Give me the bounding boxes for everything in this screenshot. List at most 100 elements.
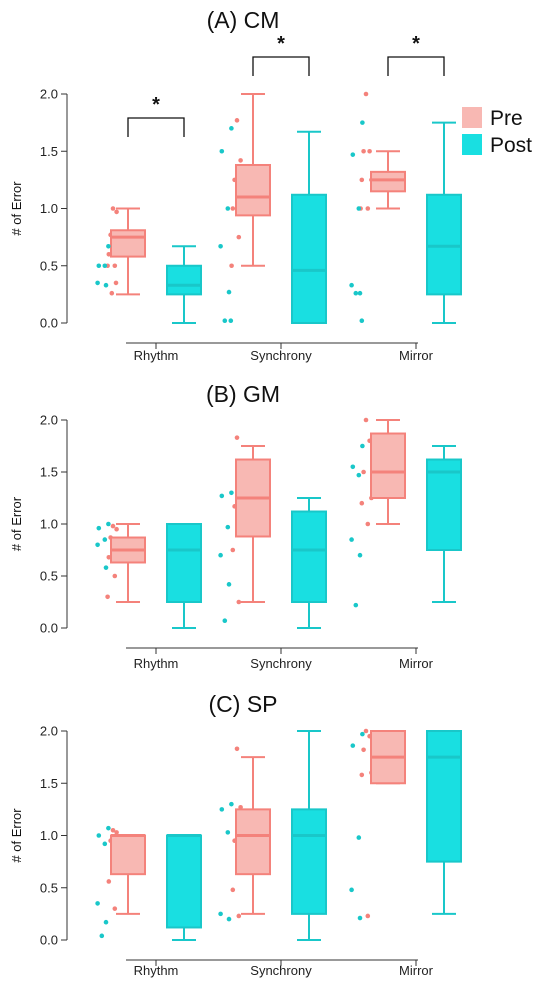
data-point-post xyxy=(103,565,109,570)
y-tick-label: 1.0 xyxy=(40,517,58,532)
data-point-pre xyxy=(110,206,116,211)
data-point-pre xyxy=(230,887,236,893)
y-tick-label: 0.0 xyxy=(40,316,58,331)
data-point-pre xyxy=(230,206,236,211)
data-point-post xyxy=(103,919,109,925)
data-point-pre xyxy=(367,148,372,154)
data-point-pre xyxy=(361,747,366,753)
data-point-post xyxy=(106,243,111,249)
significance-bracket xyxy=(252,56,310,76)
y-tick-label: 2.0 xyxy=(40,724,58,739)
data-point-post xyxy=(102,841,108,847)
category-label: Rhythm xyxy=(134,963,179,978)
y-axis-label: # of Error xyxy=(9,496,24,551)
data-point-post xyxy=(222,618,228,624)
panel-title: (C) SP xyxy=(209,691,278,717)
data-point-pre xyxy=(113,280,119,286)
data-point-pre xyxy=(234,746,240,752)
y-tick-label: 2.0 xyxy=(40,87,58,102)
panel-title: (A) CM xyxy=(207,7,280,33)
data-point-pre xyxy=(234,435,240,440)
data-point-pre xyxy=(106,252,112,257)
data-point-pre xyxy=(365,206,371,211)
significance-star: * xyxy=(152,94,160,116)
data-point-pre xyxy=(110,523,116,529)
data-point-pre xyxy=(365,913,371,919)
y-tick-label: 1.0 xyxy=(40,201,58,216)
category-label: Mirror xyxy=(399,963,434,978)
y-tick-label: 0.0 xyxy=(40,933,58,948)
data-point-pre xyxy=(106,554,112,560)
box-post xyxy=(166,523,202,603)
y-tick-label: 1.5 xyxy=(40,465,58,480)
data-point-post xyxy=(360,731,365,737)
data-point-pre xyxy=(236,599,242,605)
data-point-post xyxy=(96,833,102,838)
data-point-post xyxy=(226,916,232,922)
data-point-post xyxy=(349,537,354,542)
data-point-post xyxy=(106,521,111,527)
data-point-post xyxy=(350,743,356,748)
y-tick-label: 1.5 xyxy=(40,776,58,791)
data-point-post xyxy=(102,537,108,542)
box-post xyxy=(291,193,327,324)
significance-bracket xyxy=(127,117,185,137)
legend-label: Post xyxy=(490,134,532,157)
data-point-pre xyxy=(112,906,118,911)
legend-label: Pre xyxy=(490,107,523,130)
box-post xyxy=(166,834,202,929)
box-post xyxy=(166,264,202,296)
data-point-post xyxy=(356,206,362,211)
category-label: Mirror xyxy=(399,348,434,363)
data-point-post xyxy=(353,602,359,608)
data-point-post xyxy=(96,525,102,531)
data-point-pre xyxy=(114,526,119,532)
data-point-post xyxy=(218,911,223,917)
data-point-pre xyxy=(112,263,118,269)
data-point-post xyxy=(357,552,363,558)
box-pre xyxy=(110,834,146,876)
box-post xyxy=(426,730,462,863)
data-point-post xyxy=(357,290,363,296)
y-tick-label: 0.5 xyxy=(40,880,58,895)
data-point-post xyxy=(95,280,100,286)
data-point-post xyxy=(356,472,362,478)
data-point-post xyxy=(349,282,354,288)
data-point-pre xyxy=(109,290,115,296)
y-tick-label: 1.5 xyxy=(40,144,58,159)
data-point-pre xyxy=(359,500,365,506)
data-point-pre xyxy=(229,263,234,269)
y-tick-label: 0.0 xyxy=(40,621,58,636)
category-label: Rhythm xyxy=(134,348,179,363)
category-label: Synchrony xyxy=(250,348,312,363)
data-point-post xyxy=(99,933,105,939)
data-point-post xyxy=(229,801,234,807)
data-point-pre xyxy=(363,91,369,97)
data-point-pre xyxy=(236,913,242,919)
data-point-pre xyxy=(236,234,242,240)
data-point-pre xyxy=(363,417,369,423)
data-point-post xyxy=(95,542,100,548)
data-point-post xyxy=(226,582,232,587)
data-point-pre xyxy=(361,148,366,154)
data-point-post xyxy=(356,835,362,840)
data-point-post xyxy=(218,552,223,558)
data-point-pre xyxy=(359,177,365,183)
y-tick-label: 0.5 xyxy=(40,258,58,273)
data-point-pre xyxy=(112,573,118,579)
data-point-post xyxy=(219,807,225,812)
box-post xyxy=(291,510,327,603)
data-point-pre xyxy=(105,594,110,600)
y-axis-label: # of Error xyxy=(9,181,24,236)
data-point-pre xyxy=(359,772,365,778)
data-point-pre xyxy=(361,469,366,475)
significance-star: * xyxy=(277,33,285,55)
significance-bracket xyxy=(387,56,445,76)
data-point-post xyxy=(225,524,231,530)
category-label: Synchrony xyxy=(250,656,312,671)
data-point-post xyxy=(222,318,228,324)
data-point-post xyxy=(360,443,365,449)
legend-swatch-post xyxy=(462,134,482,155)
